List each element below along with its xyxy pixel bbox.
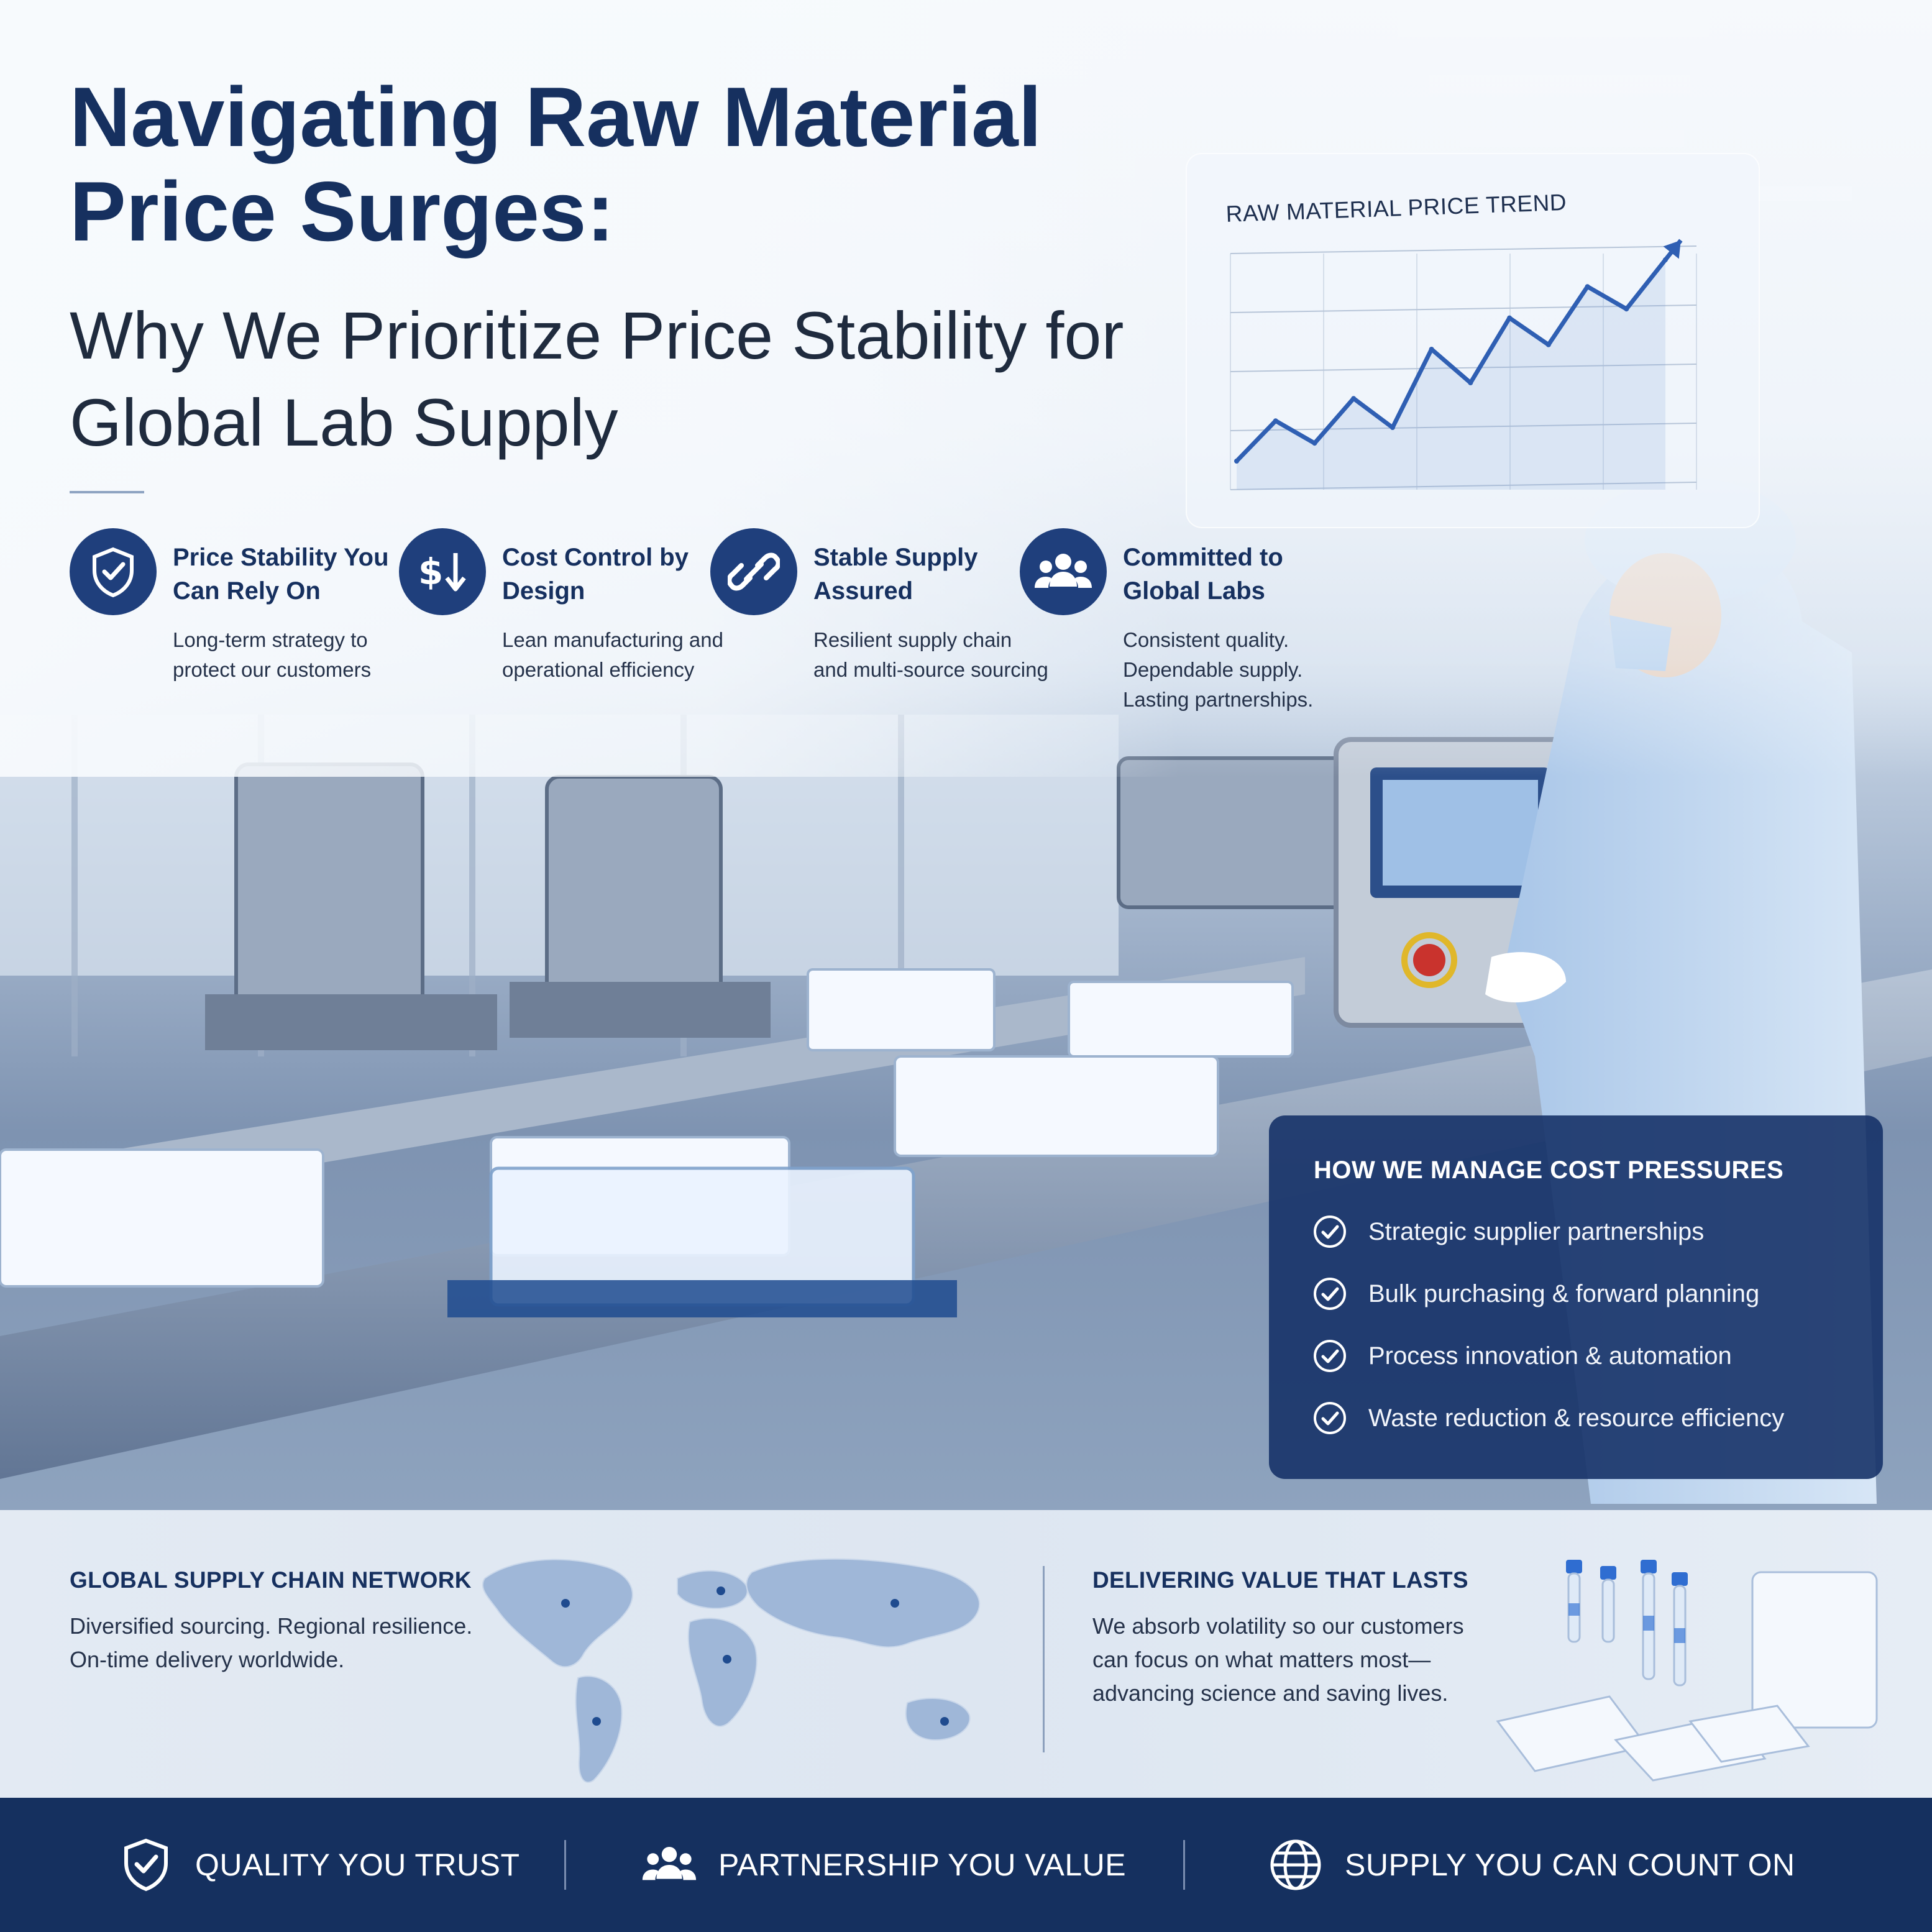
link-icon [710, 528, 797, 615]
chart-point [1351, 396, 1357, 401]
page-subtitle: Why We Prioritize Price Stability for Gl… [70, 298, 1124, 460]
cost-item-label: Bulk purchasing & forward planning [1368, 1280, 1760, 1307]
info-band: GLOBAL SUPPLY CHAIN NETWORK Diversified … [0, 1510, 1932, 1798]
price-trend-chart: RAW MATERIAL PRICE TREND [1186, 153, 1760, 528]
feature-global-labs: Committed to Global Labs Consistent qual… [1020, 528, 1343, 752]
chart-point [1389, 425, 1395, 430]
feature-title: Price Stability You Can Rely On [173, 544, 389, 605]
feature-title: Committed to Global Labs [1123, 544, 1283, 605]
cost-item: Waste reduction & resource efficiency [1312, 1398, 1872, 1438]
feature-description: Long-term strategy to protect our custom… [173, 628, 372, 681]
footer-label: QUALITY YOU TRUST [195, 1847, 520, 1882]
footer-bar: QUALITY YOU TRUST PARTNERSHIP YOU VALUE … [0, 1798, 1932, 1932]
cost-panel-title: HOW WE MANAGE COST PRESSURES [1314, 1156, 1784, 1184]
footer-item-supply: SUPPLY YOU CAN COUNT ON [1268, 1798, 1795, 1932]
feature-title: Stable Supply Assured [813, 544, 978, 605]
chart-gridline [1230, 245, 1697, 254]
value-title: DELIVERING VALUE THAT LASTS [1092, 1567, 1468, 1593]
labware-products-image [1496, 1560, 1878, 1782]
cost-item: Bulk purchasing & forward planning [1312, 1274, 1872, 1314]
chart-point [1312, 441, 1317, 446]
world-map-icon [482, 1558, 980, 1783]
feature-description: Consistent quality. Dependable supply. L… [1123, 628, 1314, 711]
chart-point [1468, 380, 1473, 385]
svg-text:$: $ [418, 551, 443, 593]
cost-item-label: Process innovation & automation [1368, 1342, 1732, 1370]
cost-item: Process innovation & automation [1312, 1336, 1872, 1376]
chart-point [1585, 284, 1590, 290]
people-icon [1020, 528, 1107, 615]
dollar-down-icon: $ [399, 528, 486, 615]
chart-point [1624, 306, 1629, 312]
chart-point [1273, 418, 1278, 424]
feature-cost-control: $ Cost Control by Design Lean manufactur… [399, 528, 723, 752]
feature-description: Lean manufacturing and operational effic… [502, 628, 723, 681]
shield-check-icon [118, 1837, 174, 1893]
feature-title: Cost Control by Design [502, 544, 689, 605]
cost-pressures-panel: HOW WE MANAGE COST PRESSURES Strategic s… [1269, 1115, 1883, 1479]
chart-plot [1230, 239, 1697, 490]
footer-label: SUPPLY YOU CAN COUNT ON [1345, 1847, 1795, 1882]
footer-separator [1183, 1840, 1185, 1890]
title-divider [70, 491, 144, 493]
check-circle-icon [1314, 1216, 1346, 1248]
check-circle-icon [1314, 1278, 1346, 1310]
value-description: We absorb volatility so our customers ca… [1092, 1613, 1464, 1706]
check-circle-icon [1314, 1402, 1346, 1434]
chart-gridline [1230, 364, 1697, 372]
network-title: GLOBAL SUPPLY CHAIN NETWORK [70, 1567, 472, 1593]
cost-item-label: Waste reduction & resource efficiency [1368, 1404, 1785, 1432]
chart-point [1545, 342, 1551, 347]
chart-area [1237, 260, 1665, 490]
chart-point [1507, 315, 1513, 321]
shield-check-icon [70, 528, 157, 615]
cost-item: Strategic supplier partnerships [1312, 1212, 1872, 1252]
network-description: Diversified sourcing. Regional resilienc… [70, 1613, 473, 1672]
people-icon [641, 1837, 697, 1893]
chart-arrow-head [1663, 240, 1681, 259]
band-divider [1043, 1566, 1045, 1752]
footer-separator [564, 1840, 566, 1890]
page-title: Navigating Raw Material Price Surges: [70, 70, 1042, 259]
chart-point [1429, 347, 1434, 352]
cost-item-label: Strategic supplier partnerships [1368, 1217, 1705, 1245]
feature-price-stability: Price Stability You Can Rely On Long-ter… [70, 528, 393, 752]
globe-icon [1268, 1837, 1324, 1893]
chart-point [1234, 459, 1239, 464]
chart-gridline [1230, 423, 1697, 431]
footer-item-partnership: PARTNERSHIP YOU VALUE [641, 1798, 1126, 1932]
feature-stable-supply: Stable Supply Assured Resilient supply c… [710, 528, 1048, 752]
chart-gridline [1230, 482, 1697, 490]
footer-label: PARTNERSHIP YOU VALUE [718, 1847, 1127, 1882]
chart-series-line [1235, 258, 1667, 463]
photo-left-fade [0, 0, 1181, 777]
feature-description: Resilient supply chain and multi-source … [813, 628, 1048, 681]
footer-item-quality: QUALITY YOU TRUST [118, 1798, 520, 1932]
check-circle-icon [1314, 1340, 1346, 1372]
